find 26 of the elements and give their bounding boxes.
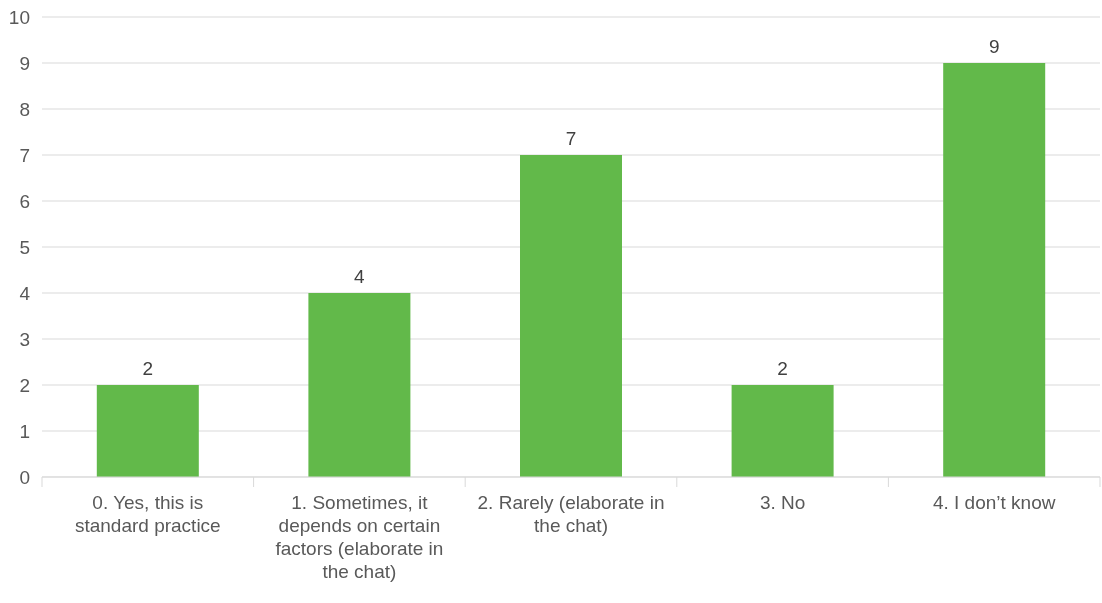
bar — [96, 385, 199, 477]
data-label: 9 — [988, 36, 1000, 57]
x-tick-label: 0. Yes, this is standard practice — [74, 492, 221, 536]
y-tick-label: 6 — [19, 190, 30, 212]
bar — [731, 385, 834, 477]
data-label: 2 — [142, 358, 154, 379]
x-tick-label: 3. No — [759, 492, 806, 513]
y-tick-label: 9 — [19, 52, 30, 74]
x-tick-label: 2. Rarely (elaborate in the chat) — [477, 492, 665, 536]
data-label: 2 — [777, 358, 788, 379]
y-tick-label: 8 — [19, 98, 30, 120]
y-tick-label: 2 — [19, 374, 30, 396]
x-tick-label: 1. Sometimes, it depends on certain factors (elaborate in the chat) — [275, 492, 444, 582]
bar — [943, 63, 1046, 477]
y-tick-label: 0 — [19, 466, 30, 488]
y-tick-label: 4 — [19, 282, 31, 304]
y-tick-label: 10 — [8, 6, 30, 28]
x-tick-label: 4. I don’t know — [932, 492, 1056, 513]
y-tick-label: 5 — [19, 236, 30, 258]
bar — [520, 155, 622, 477]
bar — [308, 293, 411, 477]
y-tick-label: 3 — [19, 328, 30, 350]
y-tick-label: 1 — [19, 420, 30, 442]
data-label: 7 — [565, 128, 577, 149]
data-label: 4 — [354, 266, 366, 287]
y-tick-label: 7 — [19, 144, 30, 166]
